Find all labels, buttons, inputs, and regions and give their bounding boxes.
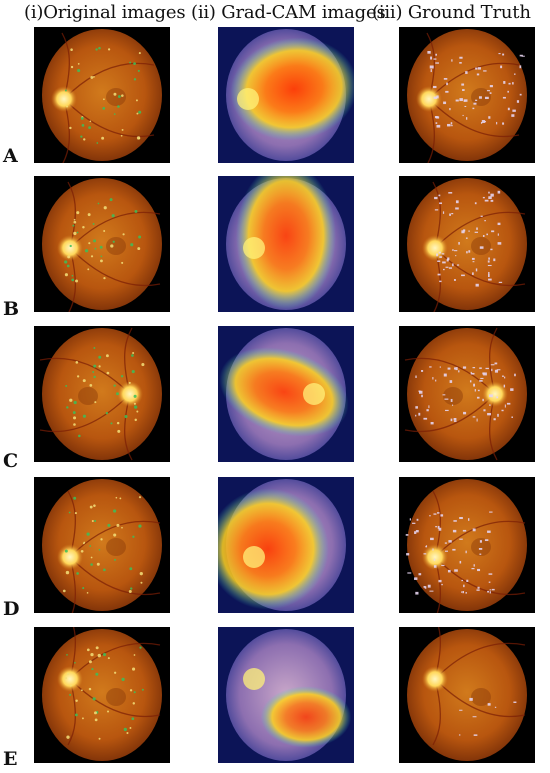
ground-truth-image-d	[399, 477, 535, 613]
gradcam-image-d	[218, 477, 354, 613]
original-image-c	[34, 326, 170, 462]
ground-truth-image-b	[399, 176, 535, 312]
original-image-a	[34, 27, 170, 163]
original-image-e	[34, 627, 170, 763]
row-label-b: B	[3, 298, 20, 320]
row-label-a: A	[3, 145, 18, 167]
gradcam-image-c	[218, 326, 354, 462]
ground-truth-image-c	[399, 326, 535, 462]
column-header-gradcam: (ii) Grad-CAM images	[191, 2, 386, 23]
ground-truth-image-a	[399, 27, 535, 163]
gradcam-image-e	[218, 627, 354, 763]
ground-truth-image-e	[399, 627, 535, 763]
column-header-ground-truth: (iii) Ground Truth	[372, 2, 531, 23]
gradcam-image-b	[218, 176, 354, 312]
gradcam-image-a	[218, 27, 354, 163]
row-label-c: C	[3, 450, 19, 472]
row-label-e: E	[3, 748, 18, 770]
original-image-b	[34, 176, 170, 312]
row-label-d: D	[3, 598, 20, 620]
original-image-d	[34, 477, 170, 613]
column-header-original: (i)Original images	[24, 2, 186, 23]
